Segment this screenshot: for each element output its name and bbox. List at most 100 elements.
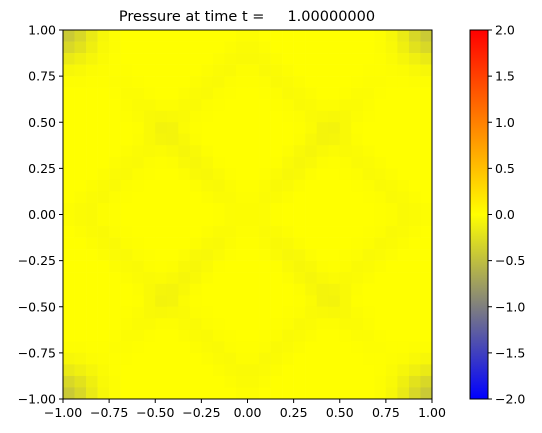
heatmap-cell — [409, 88, 421, 100]
heatmap-cell — [409, 215, 421, 227]
heatmap-cell — [259, 88, 271, 100]
heatmap-cell — [248, 238, 260, 250]
heatmap-cell — [409, 295, 421, 307]
heatmap-cell — [397, 341, 409, 353]
heatmap-cell — [317, 30, 329, 42]
heatmap-cell — [201, 203, 213, 215]
heatmap-cell — [75, 42, 87, 54]
heatmap-cell — [201, 111, 213, 123]
heatmap-cell — [248, 318, 260, 330]
heatmap-cell — [374, 65, 386, 77]
heatmap-cell — [363, 318, 375, 330]
heatmap-cell — [397, 215, 409, 227]
heatmap-cell — [271, 364, 283, 376]
heatmap-cell — [374, 168, 386, 180]
heatmap-cell — [121, 180, 133, 192]
heatmap-cell — [317, 180, 329, 192]
heatmap-cell — [271, 387, 283, 399]
heatmap-cell — [397, 168, 409, 180]
heatmap-cell — [271, 261, 283, 273]
heatmap-cell — [305, 215, 317, 227]
heatmap-cell — [63, 42, 75, 54]
heatmap-cell — [63, 53, 75, 65]
heatmap-cell — [155, 353, 167, 365]
colorbar-tick-label: −1.0 — [495, 299, 525, 314]
heatmap-cell — [271, 168, 283, 180]
heatmap-cell — [340, 330, 352, 342]
heatmap-cell — [98, 387, 110, 399]
heatmap-cell — [386, 191, 398, 203]
heatmap-cell — [374, 318, 386, 330]
heatmap-cell — [328, 376, 340, 388]
heatmap-cell — [224, 111, 236, 123]
heatmap-cell — [374, 341, 386, 353]
heatmap-cell — [121, 99, 133, 111]
heatmap-cell — [351, 215, 363, 227]
heatmap-cell — [317, 387, 329, 399]
heatmap-cell — [86, 191, 98, 203]
heatmap-cell — [294, 180, 306, 192]
heatmap-cell — [351, 238, 363, 250]
heatmap-cell — [63, 134, 75, 146]
heatmap-cell — [75, 203, 87, 215]
heatmap-cell — [271, 249, 283, 261]
heatmap-cell — [178, 226, 190, 238]
heatmap-cell — [363, 295, 375, 307]
heatmap-cell — [190, 353, 202, 365]
heatmap-cell — [167, 341, 179, 353]
heatmap-cell — [248, 122, 260, 134]
heatmap-cell — [420, 42, 432, 54]
heatmap-cell — [374, 261, 386, 273]
heatmap-cell — [201, 376, 213, 388]
heatmap-cell — [409, 76, 421, 88]
heatmap-cell — [386, 30, 398, 42]
y-axis: −1.00 −0.75 −0.50 −0.25 0.00 0.25 0.50 0.75 1.00 — [18, 23, 63, 407]
heatmap-cell — [167, 353, 179, 365]
heatmap-cell — [248, 226, 260, 238]
heatmap-cell — [178, 376, 190, 388]
heatmap-cell — [155, 42, 167, 54]
heatmap-cell — [420, 376, 432, 388]
heatmap-cell — [213, 226, 225, 238]
heatmap-cell — [259, 376, 271, 388]
heatmap-cell — [282, 111, 294, 123]
heatmap-cell — [351, 122, 363, 134]
heatmap-cell — [363, 387, 375, 399]
heatmap-cell — [248, 353, 260, 365]
heatmap-cell — [98, 249, 110, 261]
heatmap-cell — [224, 53, 236, 65]
heatmap-cell — [213, 261, 225, 273]
heatmap-cell — [248, 111, 260, 123]
heatmap-cell — [259, 122, 271, 134]
heatmap-cell — [328, 42, 340, 54]
heatmap-cell — [167, 318, 179, 330]
heatmap-cell — [98, 226, 110, 238]
heatmap-cell — [248, 215, 260, 227]
heatmap-cell — [409, 191, 421, 203]
heatmap-cell — [86, 353, 98, 365]
heatmap-cell — [420, 307, 432, 319]
colorbar-tick-label: 2.0 — [495, 23, 515, 38]
heatmap-cell — [132, 226, 144, 238]
heatmap-cell — [294, 295, 306, 307]
heatmap-cell — [224, 284, 236, 296]
heatmap-cell — [271, 157, 283, 169]
heatmap-cell — [86, 88, 98, 100]
heatmap-cell — [63, 376, 75, 388]
heatmap-cell — [397, 330, 409, 342]
heatmap-cell — [351, 330, 363, 342]
heatmap-cell — [328, 307, 340, 319]
heatmap-cell — [132, 76, 144, 88]
heatmap-cell — [121, 261, 133, 273]
heatmap-cell — [386, 203, 398, 215]
heatmap-cell — [109, 353, 121, 365]
heatmap-cell — [132, 284, 144, 296]
heatmap-cell — [98, 295, 110, 307]
heatmap-cell — [236, 42, 248, 54]
heatmap-cell — [397, 30, 409, 42]
heatmap-cell — [144, 122, 156, 134]
heatmap-cell — [420, 215, 432, 227]
heatmap-cell — [305, 238, 317, 250]
heatmap-cell — [201, 307, 213, 319]
heatmap-cell — [190, 191, 202, 203]
